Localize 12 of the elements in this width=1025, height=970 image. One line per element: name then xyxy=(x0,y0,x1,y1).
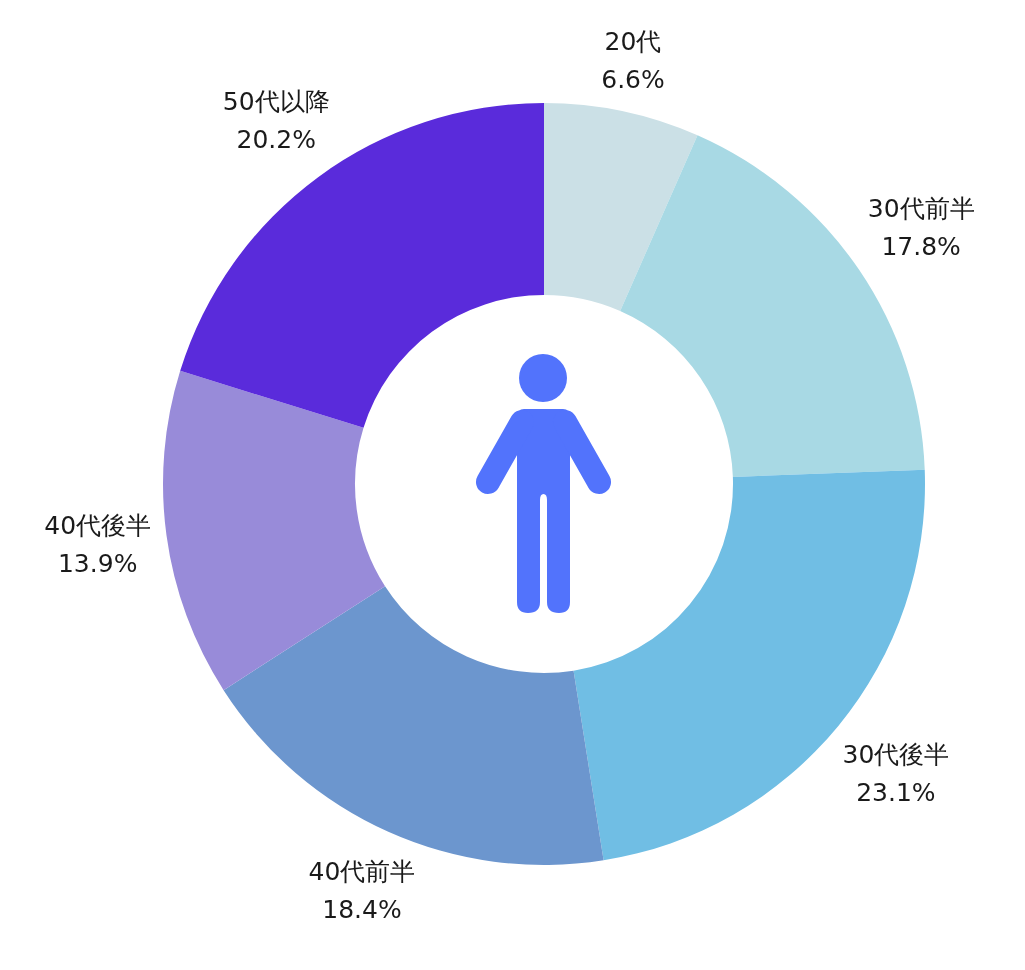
slice-label: 50代以降 xyxy=(222,86,330,116)
data-label: 6.6% xyxy=(601,65,665,95)
slice-label: 40代前半 xyxy=(308,857,416,887)
slice-label: 20代 xyxy=(604,27,662,57)
data-label: 17.8% xyxy=(881,232,961,262)
slice-label: 30代後半 xyxy=(842,739,950,769)
data-label: 20.2% xyxy=(236,124,316,154)
data-label: 18.4% xyxy=(322,895,402,925)
data-label: 23.1% xyxy=(856,777,936,807)
slice-label: 40代後半 xyxy=(44,511,152,541)
slice-label: 30代前半 xyxy=(867,194,975,224)
data-label: 13.9% xyxy=(57,549,138,579)
